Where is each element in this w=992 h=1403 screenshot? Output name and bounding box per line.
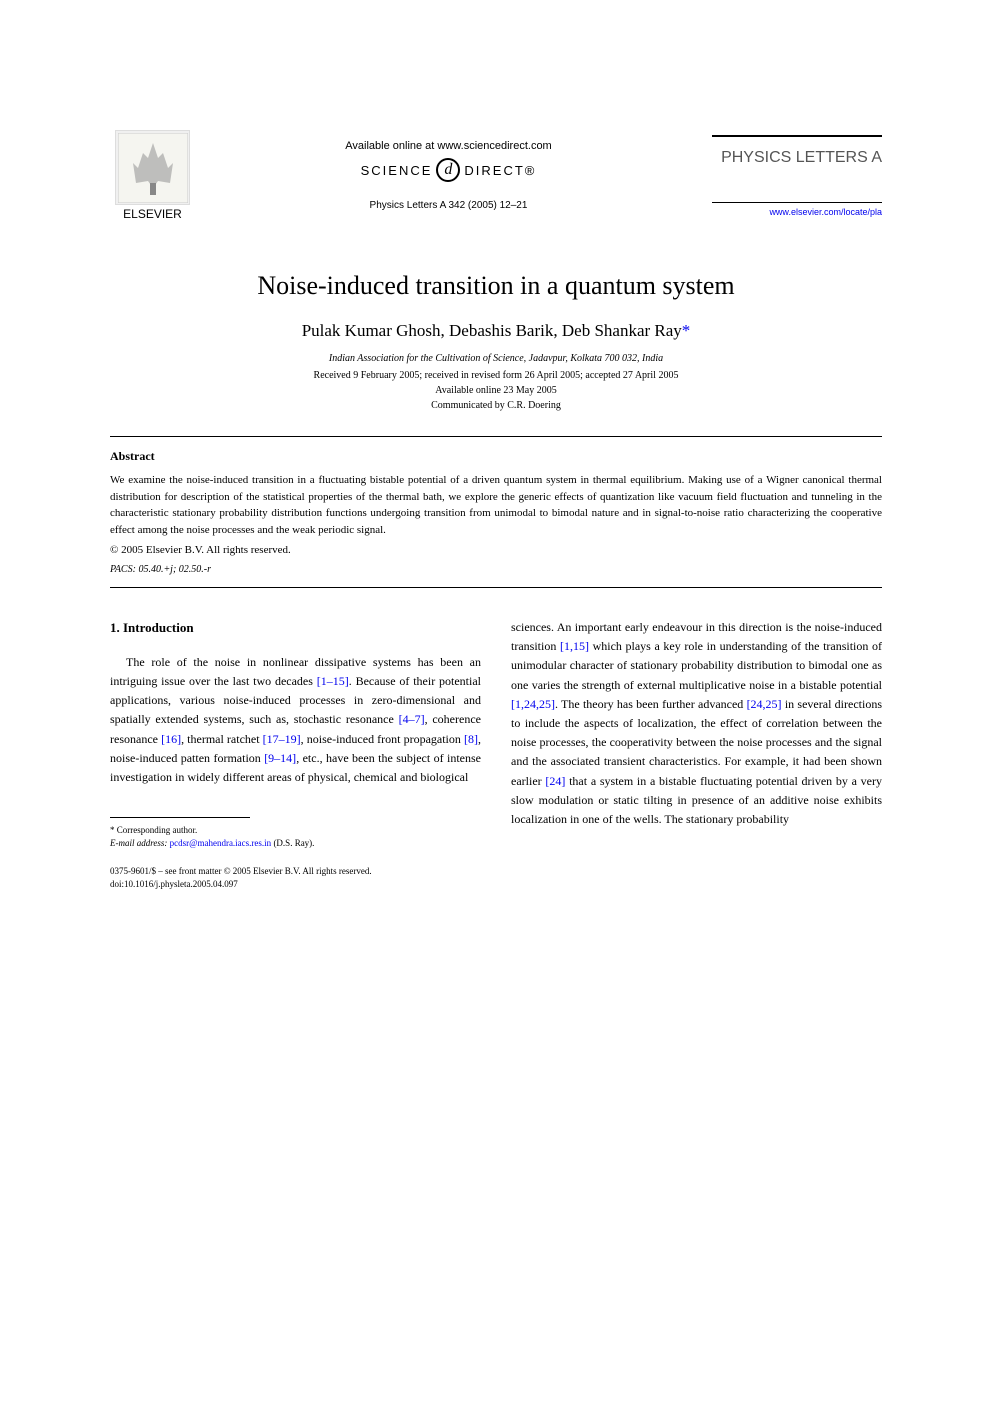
online-date: Available online 23 May 2005 — [110, 385, 882, 396]
ref-link-9[interactable]: [24,25] — [747, 697, 782, 711]
header-line-top — [712, 135, 882, 137]
authors-names: Pulak Kumar Ghosh, Debashis Barik, Deb S… — [302, 321, 682, 340]
header-line-bottom — [712, 202, 882, 203]
elsevier-tree-icon — [115, 130, 190, 205]
header-row: ELSEVIER Available online at www.science… — [110, 130, 882, 221]
column-left: 1. Introduction The role of the noise in… — [110, 618, 481, 890]
ref-link-7[interactable]: [1,15] — [560, 639, 589, 653]
issn-line: 0375-9601/$ – see front matter © 2005 El… — [110, 865, 481, 878]
ref-link-6[interactable]: [9–14] — [264, 751, 296, 765]
email-name: (D.S. Ray). — [271, 838, 314, 848]
divider-top — [110, 436, 882, 437]
article-title: Noise-induced transition in a quantum sy… — [110, 271, 882, 301]
authors-line: Pulak Kumar Ghosh, Debashis Barik, Deb S… — [110, 321, 882, 341]
email-label: E-mail address: — [110, 838, 170, 848]
text-1e: , noise-induced front propagation — [301, 732, 464, 746]
body-columns: 1. Introduction The role of the noise in… — [110, 618, 882, 890]
doi-line: doi:10.1016/j.physleta.2005.04.097 — [110, 878, 481, 891]
right-header: PHYSICS LETTERS A www.elsevier.com/locat… — [702, 135, 882, 217]
email-footnote: E-mail address: pcdsr@mahendra.iacs.res.… — [110, 837, 481, 850]
pacs-codes: 05.40.+j; 02.50.-r — [138, 564, 211, 575]
affiliation: Indian Association for the Cultivation o… — [110, 353, 882, 364]
journal-reference: Physics Letters A 342 (2005) 12–21 — [370, 200, 528, 211]
ref-link-2[interactable]: [4–7] — [399, 712, 425, 726]
text-1d: , thermal ratchet — [181, 732, 263, 746]
elsevier-text: ELSEVIER — [123, 207, 182, 221]
text-2e: that a system in a bistable fluctuating … — [511, 774, 882, 826]
email-link[interactable]: pcdsr@mahendra.iacs.res.in — [170, 838, 272, 848]
ref-link-5[interactable]: [8] — [464, 732, 478, 746]
ref-link-8[interactable]: [1,24,25] — [511, 697, 555, 711]
journal-url-link[interactable]: www.elsevier.com/locate/pla — [769, 207, 882, 217]
communicated-by: Communicated by C.R. Doering — [110, 400, 882, 411]
direct-text: DIRECT® — [464, 163, 536, 178]
column-right: sciences. An important early endeavour i… — [511, 618, 882, 890]
abstract-heading: Abstract — [110, 449, 882, 464]
divider-bottom — [110, 587, 882, 588]
abstract-text: We examine the noise-induced transition … — [110, 472, 882, 538]
text-2c: . The theory has been further advanced — [555, 697, 747, 711]
received-dates: Received 9 February 2005; received in re… — [110, 370, 882, 381]
pacs-line: PACS: 05.40.+j; 02.50.-r — [110, 564, 882, 575]
ref-link-10[interactable]: [24] — [545, 774, 565, 788]
ref-link-3[interactable]: [16] — [161, 732, 181, 746]
corresponding-marker: * — [682, 321, 691, 340]
intro-paragraph-left: The role of the noise in nonlinear dissi… — [110, 653, 481, 787]
section-heading: 1. Introduction — [110, 618, 481, 639]
ref-link-1[interactable]: [1–15] — [317, 674, 349, 688]
footnote-separator — [110, 817, 250, 818]
pacs-label: PACS: — [110, 564, 138, 575]
elsevier-logo: ELSEVIER — [110, 130, 195, 221]
at-icon: d — [436, 158, 460, 182]
copyright-line: © 2005 Elsevier B.V. All rights reserved… — [110, 544, 882, 556]
journal-name: PHYSICS LETTERS A — [721, 149, 882, 167]
intro-paragraph-right: sciences. An important early endeavour i… — [511, 618, 882, 829]
center-header: Available online at www.sciencedirect.co… — [195, 140, 702, 211]
science-text: SCIENCE — [361, 163, 433, 178]
corresponding-footnote: * Corresponding author. — [110, 824, 481, 837]
available-online-text: Available online at www.sciencedirect.co… — [345, 140, 551, 152]
science-direct-logo: SCIENCE d DIRECT® — [361, 158, 537, 182]
ref-link-4[interactable]: [17–19] — [263, 732, 301, 746]
